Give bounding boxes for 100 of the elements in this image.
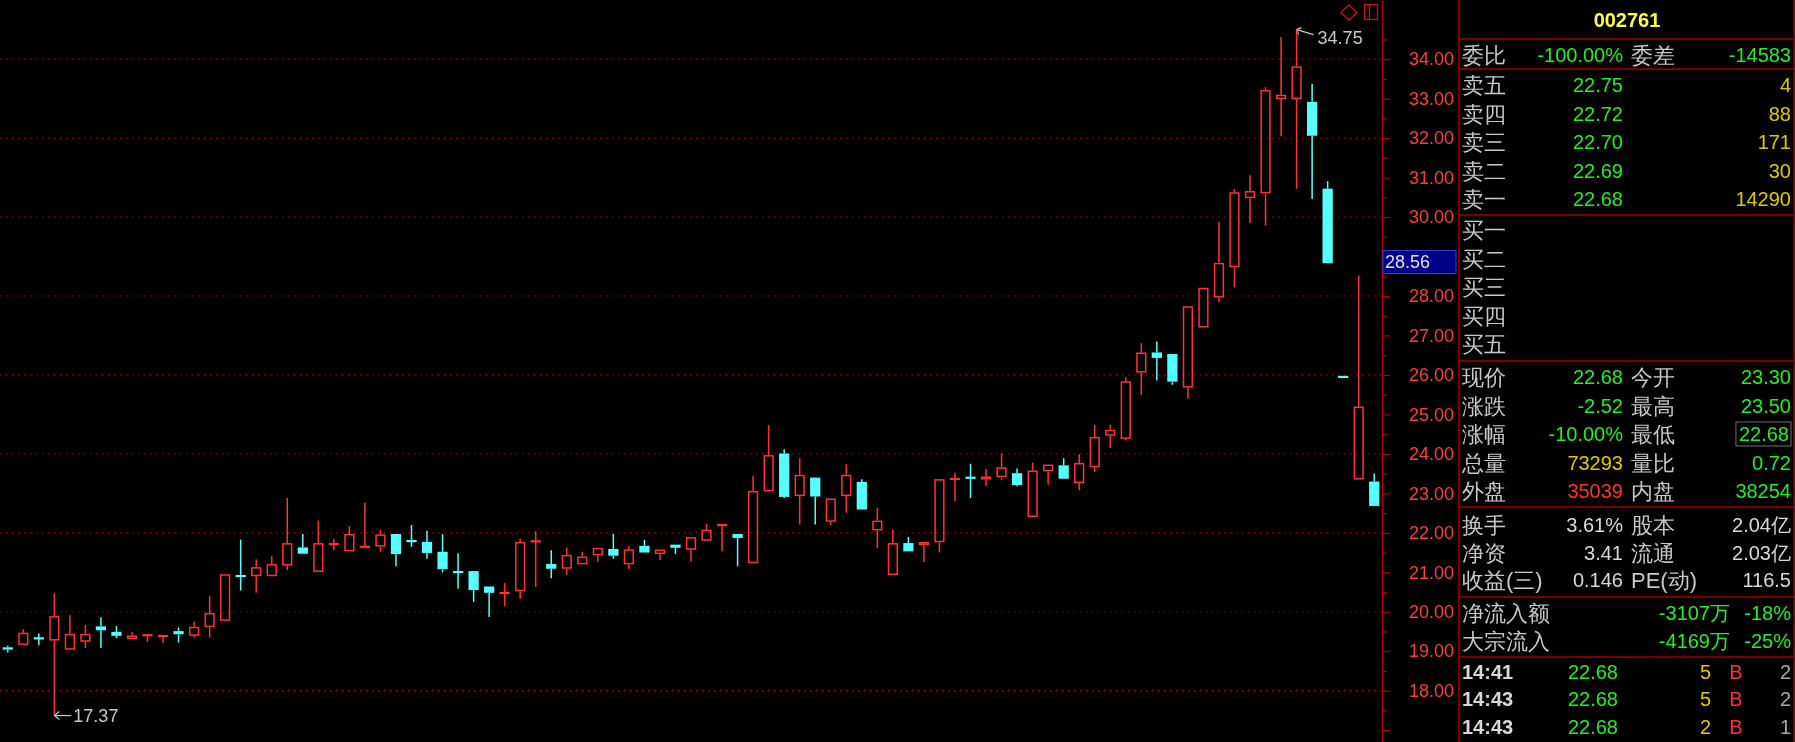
y-tick-label: 21.00 bbox=[1409, 562, 1455, 583]
candlestick bbox=[390, 534, 402, 568]
text: 14:43 bbox=[1462, 716, 1514, 738]
y-tick-label: 28.00 bbox=[1409, 286, 1455, 307]
text: 4 bbox=[1779, 74, 1791, 96]
candlestick bbox=[732, 534, 743, 568]
text: 2.04亿 bbox=[1732, 514, 1791, 536]
y-tick-label: 31.00 bbox=[1409, 167, 1455, 188]
text: 23.30 bbox=[1740, 366, 1791, 388]
candlestick bbox=[1151, 340, 1162, 382]
candlestick bbox=[794, 457, 805, 526]
text: 买五 bbox=[1462, 331, 1506, 357]
candlestick bbox=[685, 537, 697, 563]
text: 现价 bbox=[1462, 364, 1506, 390]
candlestick bbox=[1043, 464, 1054, 486]
text: 卖二 bbox=[1462, 158, 1506, 184]
candlestick bbox=[313, 519, 324, 572]
text: -100.00% bbox=[1537, 44, 1624, 66]
y-tick-label: 26.00 bbox=[1409, 365, 1455, 386]
text: 2 bbox=[1779, 688, 1791, 710]
text: 今开 bbox=[1631, 364, 1675, 390]
text: B bbox=[1729, 688, 1743, 710]
candlestick bbox=[297, 533, 308, 554]
y-tick-label: 20.00 bbox=[1409, 602, 1455, 623]
text: 委比 bbox=[1462, 42, 1506, 68]
candlestick bbox=[918, 541, 930, 563]
candlestick bbox=[1229, 188, 1240, 289]
text: 委差 bbox=[1631, 42, 1675, 68]
y-tick-label: 32.00 bbox=[1409, 128, 1455, 149]
text: 73293 bbox=[1567, 452, 1623, 474]
text: 22.68 bbox=[1567, 661, 1618, 683]
candlestick bbox=[421, 530, 433, 560]
annotation: 17.37 bbox=[73, 705, 119, 726]
text: 最低 bbox=[1631, 421, 1675, 447]
text: PE(动) bbox=[1631, 567, 1697, 593]
text: 116.5 bbox=[1742, 569, 1791, 591]
text: -4169万 bbox=[1658, 630, 1730, 652]
text: 外盘 bbox=[1462, 478, 1506, 504]
text: 002761 bbox=[1593, 9, 1661, 31]
text: 量比 bbox=[1631, 450, 1675, 476]
text: 5 bbox=[1699, 688, 1711, 710]
text: 买四 bbox=[1462, 303, 1506, 329]
text: -10.00% bbox=[1548, 423, 1624, 445]
text: 0.72 bbox=[1752, 452, 1791, 474]
text: 23.50 bbox=[1740, 395, 1791, 417]
candlestick bbox=[763, 424, 774, 492]
text: 收益(三) bbox=[1462, 567, 1543, 593]
text: 22.72 bbox=[1572, 103, 1623, 125]
text: 换手 bbox=[1462, 512, 1506, 538]
y-tick-label: 33.00 bbox=[1409, 88, 1455, 109]
candlestick bbox=[282, 497, 293, 572]
text: 22.75 bbox=[1572, 74, 1623, 96]
candlestick bbox=[1353, 274, 1364, 480]
y-tick-label: 30.00 bbox=[1409, 207, 1455, 228]
candlestick bbox=[406, 524, 417, 548]
text: -18% bbox=[1744, 602, 1792, 624]
text: -2.52 bbox=[1577, 395, 1623, 417]
candlestick bbox=[484, 586, 495, 618]
y-tick-label: 24.00 bbox=[1409, 444, 1455, 465]
candlestick bbox=[126, 631, 138, 639]
text: 88 bbox=[1768, 103, 1791, 125]
y-tick-label: 34.00 bbox=[1409, 49, 1455, 70]
text: 22.68 bbox=[1572, 188, 1623, 210]
text: 171 bbox=[1757, 131, 1791, 153]
candlestick bbox=[856, 478, 867, 510]
text: 买一 bbox=[1462, 217, 1506, 243]
text: 2 bbox=[1779, 661, 1791, 683]
text: 涨幅 bbox=[1462, 421, 1506, 447]
candlestick bbox=[887, 528, 898, 576]
candlestick bbox=[1120, 376, 1131, 442]
y-tick-label: 19.00 bbox=[1409, 641, 1455, 662]
text: 1 bbox=[1779, 716, 1791, 738]
text: B bbox=[1729, 661, 1743, 683]
candlestick bbox=[1182, 306, 1194, 400]
text: 净资 bbox=[1462, 540, 1506, 566]
text: 3.61% bbox=[1566, 514, 1624, 536]
text: 流通 bbox=[1631, 540, 1675, 566]
candlestick bbox=[623, 545, 635, 570]
candlestick bbox=[841, 463, 852, 514]
text: B bbox=[1729, 716, 1743, 738]
candlestick bbox=[1275, 36, 1287, 137]
text: 最高 bbox=[1631, 393, 1675, 419]
text: 净流入额 bbox=[1462, 600, 1550, 626]
text: 22.70 bbox=[1572, 131, 1623, 153]
candlestick bbox=[608, 533, 619, 560]
candlestick bbox=[251, 558, 262, 594]
text: 买二 bbox=[1462, 246, 1506, 272]
candlestick bbox=[1260, 86, 1271, 227]
candlestick bbox=[1291, 28, 1302, 190]
text: 28.56 bbox=[1385, 252, 1431, 272]
candlestick bbox=[64, 614, 75, 650]
text: 5 bbox=[1699, 661, 1711, 683]
text: 卖五 bbox=[1462, 72, 1506, 98]
text: 2 bbox=[1699, 716, 1711, 738]
text: 2.03亿 bbox=[1732, 542, 1791, 564]
y-tick-label: 22.00 bbox=[1409, 523, 1455, 544]
candlestick bbox=[95, 616, 107, 649]
text: 14:41 bbox=[1462, 661, 1514, 683]
text: 14290 bbox=[1735, 188, 1791, 210]
text: 22.68 bbox=[1572, 366, 1623, 388]
